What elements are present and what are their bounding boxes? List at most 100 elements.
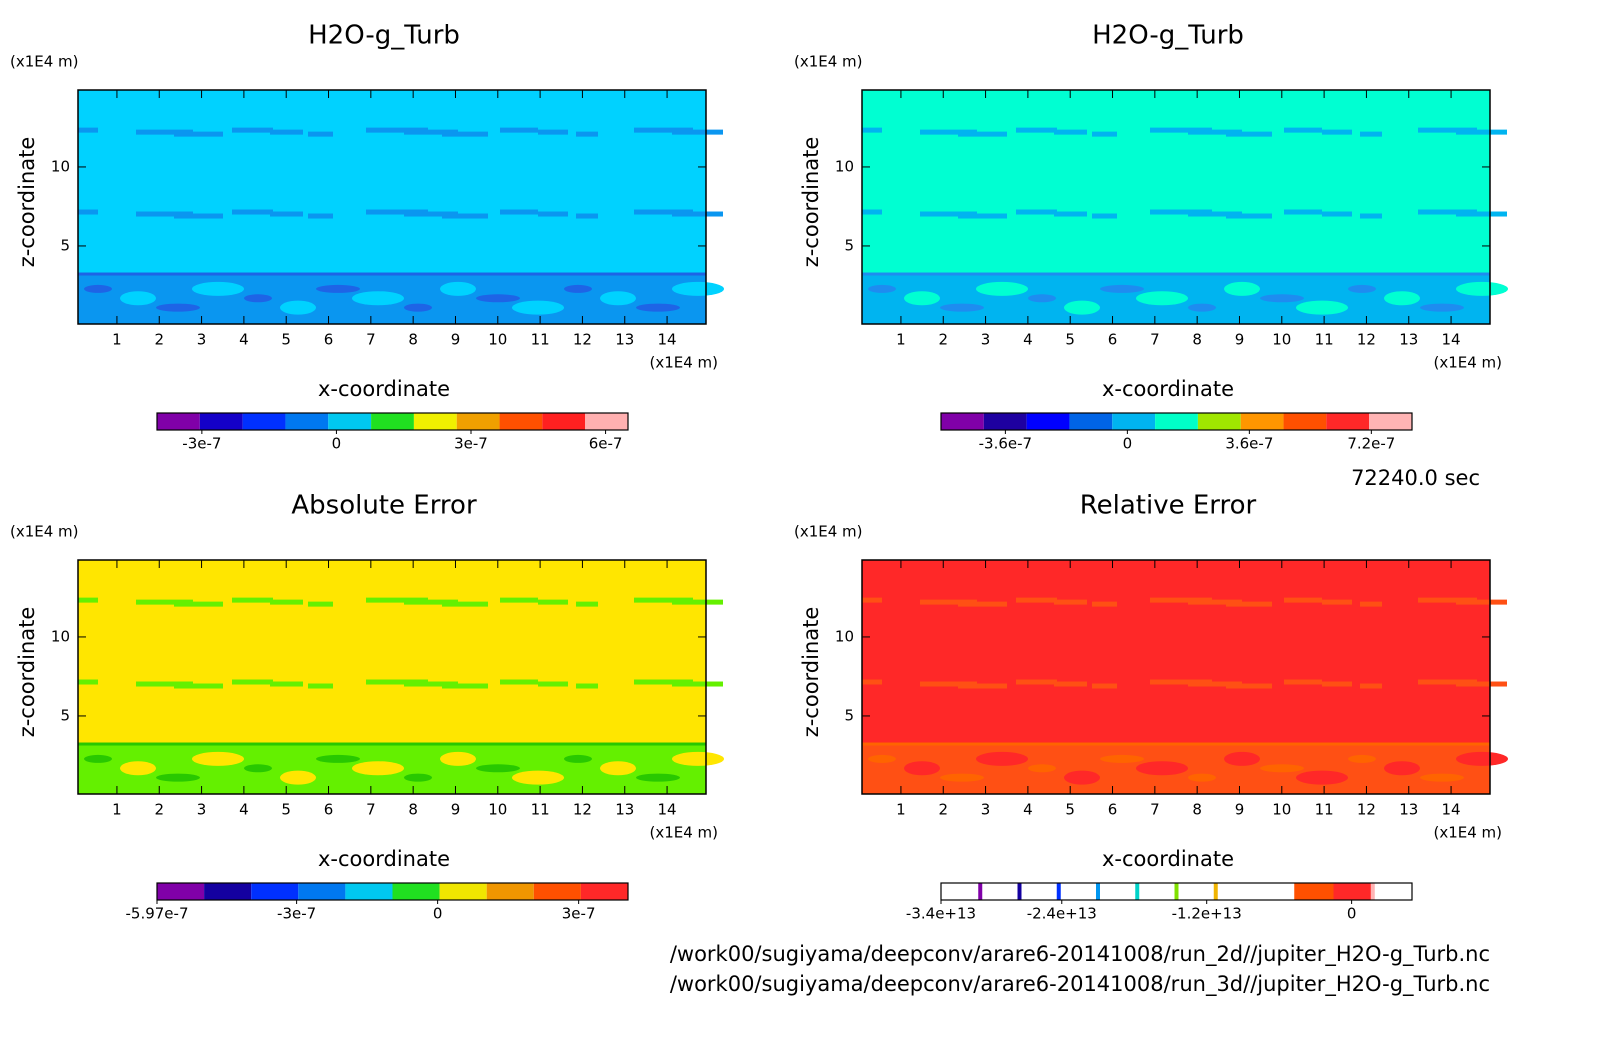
field-patch	[862, 597, 882, 603]
field-patch	[1284, 679, 1322, 685]
colorbar-tick-label: 0	[332, 435, 342, 453]
field-patch	[1296, 770, 1348, 785]
y-unit: (x1E4 m)	[10, 523, 79, 541]
x-tick-label: 12	[1357, 801, 1376, 819]
field-patch	[958, 601, 1007, 607]
colorbar-box	[542, 413, 586, 430]
field-patch	[1188, 129, 1242, 135]
field-patch	[78, 679, 98, 685]
field-patch	[232, 679, 273, 685]
field-patch	[120, 761, 156, 776]
field-patch	[1360, 131, 1382, 137]
colorbar-tick-label: -2.4e+13	[1027, 905, 1097, 923]
field-patch	[538, 129, 568, 135]
field-patch	[1284, 209, 1322, 215]
field-patch	[576, 601, 598, 607]
colorbar-box	[1176, 883, 1216, 900]
plot-frame	[77, 559, 707, 795]
field-patch	[270, 129, 303, 135]
x-tick-label: 4	[1023, 801, 1033, 819]
field-patch	[1456, 211, 1507, 217]
field-patch	[280, 770, 316, 785]
plot-frame	[77, 89, 707, 325]
colorbar-box	[285, 413, 329, 430]
field-patch	[174, 213, 223, 219]
colorbar-box	[157, 413, 200, 430]
colorbar-tick-label: 0	[1347, 905, 1357, 923]
x-unit: (x1E4 m)	[649, 824, 718, 842]
field-patch	[316, 284, 360, 293]
field-patch	[976, 281, 1028, 296]
field-patch	[862, 679, 882, 685]
colorbar-frame	[156, 412, 629, 431]
field-patch	[1054, 599, 1087, 605]
colorbar-box	[1240, 413, 1284, 430]
field-patch	[352, 761, 404, 776]
x-tick-label: 9	[1235, 331, 1245, 349]
field-patch	[920, 211, 977, 217]
field-patch	[1092, 683, 1117, 689]
field-patch	[1284, 127, 1322, 133]
colorbar-edge	[1135, 883, 1140, 900]
field-patch	[1028, 764, 1056, 773]
panel: Relative Error(x1E4 m)1 2 3 4 5 6 7 8 9 10 11 12 13 1…	[794, 491, 1508, 923]
field-patch	[1226, 213, 1272, 219]
field-patch	[576, 213, 598, 219]
field-patch	[1054, 129, 1087, 135]
field-patch	[1418, 127, 1477, 133]
field-patch	[440, 281, 476, 296]
colorbar-tick-label: 7.2e-7	[1347, 435, 1395, 453]
colorbar-tick-label: 3e-7	[562, 905, 596, 923]
field-patch	[1224, 751, 1260, 766]
field-patch	[672, 211, 723, 217]
field-patch	[940, 303, 984, 312]
field-patch	[84, 284, 112, 293]
field-patch	[1260, 294, 1304, 303]
colorbar-edge	[1056, 883, 1061, 900]
field-patch	[904, 761, 940, 776]
colorbar-frame	[156, 882, 629, 901]
panel: H2O-g_Turb(x1E4 m)1 2 3 4 5 6 7 8 9 10 11 12 13 14510…	[794, 21, 1508, 453]
field-patch	[352, 291, 404, 306]
field-patch	[1054, 211, 1087, 217]
field-patch	[1456, 599, 1507, 605]
colorbar-box	[328, 413, 372, 430]
field-patch	[156, 773, 200, 782]
panel-title: Relative Error	[1080, 491, 1257, 521]
field-patch	[1136, 761, 1188, 776]
x-tick-label: 2	[154, 801, 164, 819]
field-patch	[672, 599, 723, 605]
field-patch	[136, 211, 193, 217]
x-tick-label: 8	[408, 801, 418, 819]
field-patch	[244, 764, 272, 773]
x-tick-label: 10	[1272, 801, 1291, 819]
colorbar-box	[1098, 883, 1138, 900]
field-patch	[1284, 597, 1322, 603]
x-tick-label: 5	[1065, 331, 1075, 349]
field-patch	[1384, 761, 1420, 776]
panel-title: H2O-g_Turb	[1092, 21, 1244, 51]
y-tick-label: 10	[51, 627, 70, 645]
field-patch	[1226, 601, 1272, 607]
colorbar-box	[1333, 883, 1373, 900]
colorbar-box	[533, 883, 581, 900]
field-patch	[404, 129, 458, 135]
field-patch	[1418, 597, 1477, 603]
field-patch	[1296, 300, 1348, 315]
y-tick-label: 5	[60, 236, 70, 254]
field-patch	[280, 300, 316, 315]
colorbar-box	[1137, 883, 1177, 900]
x-tick-label: 7	[1150, 801, 1160, 819]
x-tick-label: 14	[1442, 331, 1461, 349]
field-patch	[512, 770, 564, 785]
colorbar-tick-label: -3.4e+13	[906, 905, 976, 923]
field-patch	[1150, 597, 1212, 603]
field-patch	[84, 754, 112, 763]
y-unit: (x1E4 m)	[794, 53, 863, 71]
field-patch	[1456, 281, 1508, 296]
colorbar-box	[456, 413, 500, 430]
field-patch	[538, 211, 568, 217]
colorbar-box	[413, 413, 457, 430]
field-patch	[868, 284, 896, 293]
field-patch	[1456, 751, 1508, 766]
